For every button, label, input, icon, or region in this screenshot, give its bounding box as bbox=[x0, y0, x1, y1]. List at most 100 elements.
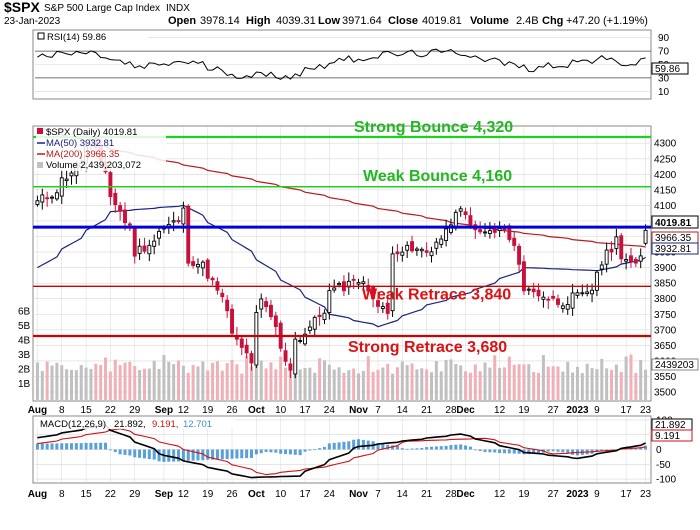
date-label: 12 bbox=[494, 489, 506, 500]
macd-histogram-bar bbox=[556, 449, 560, 452]
volume-bar bbox=[128, 361, 132, 400]
volume-bar bbox=[546, 366, 550, 400]
volume-bar bbox=[84, 367, 88, 400]
volume-bar bbox=[211, 362, 215, 400]
candle-body bbox=[225, 299, 230, 312]
date-label: 23 bbox=[640, 489, 652, 500]
candle-body bbox=[400, 251, 405, 256]
axis-labels: 4300425042004150410040504000395039003850… bbox=[18, 33, 677, 500]
macd-histogram-bar bbox=[201, 449, 205, 461]
candle-body bbox=[633, 258, 638, 264]
price-tick-label: 4300 bbox=[654, 139, 677, 150]
price-tick-label: 3500 bbox=[654, 388, 677, 399]
candle-body bbox=[64, 178, 69, 182]
candle-body bbox=[181, 207, 186, 225]
volume-bar bbox=[644, 369, 648, 400]
macd-line bbox=[37, 424, 646, 479]
candle-body bbox=[492, 229, 497, 233]
macd-histogram-bar bbox=[35, 443, 39, 450]
chart-date: 23-Jan-2023 bbox=[4, 16, 61, 27]
low-value: 3971.64 bbox=[342, 15, 382, 27]
candle-body bbox=[560, 305, 565, 309]
close-price-tag: 4019.81 bbox=[651, 215, 699, 229]
candle-body bbox=[118, 205, 123, 212]
macd-histogram-bar bbox=[488, 449, 492, 453]
macd-plot bbox=[35, 424, 648, 479]
candle-body bbox=[643, 229, 648, 244]
volume-bar bbox=[69, 370, 73, 400]
candle-body bbox=[546, 298, 551, 301]
candle-body bbox=[517, 245, 522, 265]
macd-histogram-bar bbox=[386, 444, 390, 450]
date-label: 17 bbox=[299, 489, 311, 500]
candle-body bbox=[69, 172, 74, 177]
macd-histogram-bar bbox=[104, 442, 108, 450]
candle-body bbox=[444, 228, 449, 241]
price-panel bbox=[32, 125, 652, 402]
candle-body bbox=[599, 264, 604, 270]
candle-body bbox=[54, 192, 59, 200]
macd-histogram-bar bbox=[269, 449, 273, 453]
volume-bar bbox=[405, 365, 409, 400]
volume-bar bbox=[585, 363, 589, 400]
volume-bar bbox=[172, 363, 176, 400]
macd-histogram-bar bbox=[55, 443, 59, 450]
date-label: 10 bbox=[275, 489, 287, 500]
volume-bar bbox=[395, 367, 399, 400]
date-label: Nov bbox=[349, 405, 368, 416]
volume-value: 2.4B bbox=[516, 15, 539, 27]
volume-bar bbox=[575, 366, 579, 400]
date-label: 14 bbox=[397, 405, 409, 416]
volume-bar bbox=[206, 370, 210, 400]
volume-bar bbox=[639, 360, 643, 400]
candle-body bbox=[580, 292, 585, 295]
macd-histogram-bar bbox=[142, 449, 146, 459]
candle-body bbox=[230, 308, 234, 334]
date-label: 12 bbox=[178, 489, 190, 500]
candle-body bbox=[123, 209, 127, 224]
volume-bar bbox=[454, 364, 458, 400]
macd-histogram-bar bbox=[133, 449, 137, 458]
volume-bar bbox=[342, 372, 346, 400]
volume-bar bbox=[619, 371, 623, 400]
volume-bar bbox=[220, 370, 224, 400]
macd-histogram-bar bbox=[357, 439, 361, 450]
candle-body bbox=[405, 244, 410, 251]
date-label: 26 bbox=[226, 405, 238, 416]
volume-bar bbox=[566, 361, 570, 400]
macd-histogram-bar bbox=[410, 448, 414, 450]
volume-bar bbox=[50, 365, 54, 400]
date-label: Aug bbox=[28, 405, 47, 416]
candle-body bbox=[337, 283, 342, 286]
candle-body bbox=[249, 353, 254, 364]
rsi-tick-label: 90 bbox=[658, 33, 670, 44]
close-label: Close bbox=[388, 15, 418, 27]
macd-legend-v1: 21.892, bbox=[114, 419, 146, 430]
volume-bar bbox=[532, 371, 536, 400]
macd-histogram-bar bbox=[288, 449, 292, 455]
macd-histogram-bar bbox=[298, 449, 302, 456]
volume-bar bbox=[357, 373, 361, 400]
volume-bar bbox=[215, 361, 219, 400]
macd-histogram-bar bbox=[507, 449, 511, 454]
macd-histogram-bar bbox=[45, 443, 49, 450]
date-label: Oct bbox=[248, 489, 265, 500]
date-label: 19 bbox=[518, 405, 530, 416]
index-name: S&P 500 Large Cap Index bbox=[44, 3, 160, 14]
macd-histogram-bar bbox=[74, 443, 78, 450]
volume-bar bbox=[259, 360, 263, 400]
volume-bar bbox=[264, 368, 268, 400]
date-label: Nov bbox=[349, 489, 368, 500]
macd-histogram-bar bbox=[94, 442, 98, 450]
candle-body bbox=[210, 277, 215, 281]
macd-tick-label: -50 bbox=[656, 460, 671, 471]
price-tick-label: 3750 bbox=[654, 310, 677, 321]
price-tick-label: 4100 bbox=[654, 201, 677, 212]
level-label: Weak Retrace 3,840 bbox=[362, 286, 511, 303]
price-tick-label: 3900 bbox=[654, 263, 677, 274]
volume-bar bbox=[371, 371, 375, 400]
macd-histogram-bar bbox=[206, 449, 210, 460]
rsi-tick-label: 30 bbox=[658, 73, 670, 84]
date-label: 10 bbox=[275, 405, 287, 416]
macd-histogram-bar bbox=[352, 439, 356, 450]
